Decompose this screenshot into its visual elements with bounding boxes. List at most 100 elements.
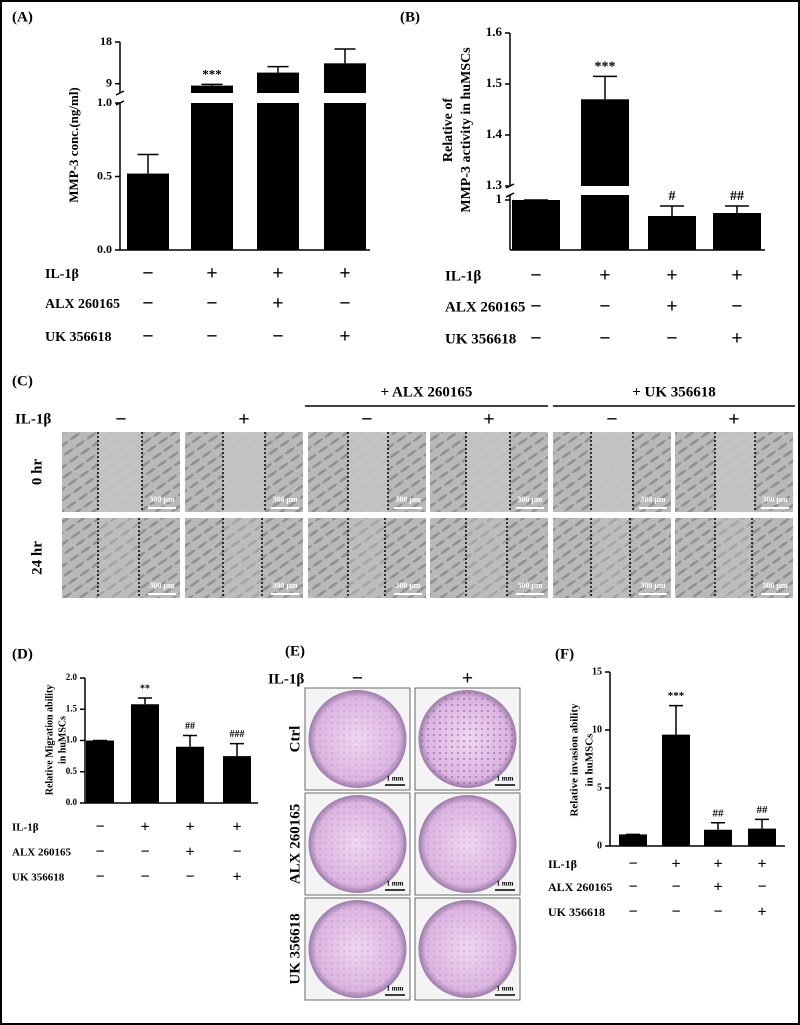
- transwell-image: 1 mm: [304, 792, 411, 896]
- condition-sign: +: [185, 819, 194, 836]
- y-tick-label: 2.0: [66, 672, 78, 682]
- y-tick-label: 1.0: [97, 95, 112, 109]
- bar: [191, 103, 233, 250]
- scale-bar-label: 300 μm: [762, 581, 788, 590]
- y-tick-label: 1.0: [66, 735, 78, 745]
- y-tick-label: 0.0: [66, 797, 78, 807]
- y-tick-label: 0: [597, 840, 602, 851]
- condition-sign: +: [140, 819, 149, 836]
- bar: [223, 756, 251, 803]
- condition-sign: +: [272, 263, 283, 285]
- error-bar: [755, 818, 769, 829]
- transwell-image: 1 mm: [414, 897, 521, 1001]
- condition-sign: −: [530, 328, 541, 350]
- condition-sign: −: [606, 409, 617, 431]
- condition-label: IL-1β: [45, 267, 79, 282]
- y-axis-label: in huMSCs: [57, 716, 68, 764]
- condition-sign: −: [95, 819, 104, 836]
- condition-label: ALX 260165: [445, 299, 525, 315]
- condition-sign: −: [628, 856, 637, 873]
- condition-label: IL-1β: [268, 671, 304, 687]
- scale-bar-label: 300 μm: [395, 581, 421, 590]
- condition-sign: −: [731, 296, 742, 318]
- error-bar: [267, 65, 289, 73]
- y-tick-label: 1.5: [66, 703, 78, 713]
- bar: [662, 734, 690, 846]
- transwell-image: 1 mm: [414, 792, 521, 896]
- error-bar: [660, 205, 684, 216]
- bar: [581, 99, 629, 186]
- bar: [619, 834, 647, 846]
- condition-label: ALX 260165: [45, 297, 120, 312]
- scratch-gap: [348, 518, 385, 598]
- condition-sign: −: [599, 328, 610, 350]
- bar: [748, 828, 776, 846]
- scale-bar-label: 300 μm: [762, 495, 788, 504]
- condition-sign: −: [140, 869, 149, 886]
- image-background: [308, 518, 426, 598]
- scale-bar-label: 300 μm: [517, 581, 543, 590]
- significance-label: ***: [202, 66, 222, 81]
- condition-sign: +: [731, 265, 742, 287]
- scratch-gap: [98, 432, 142, 512]
- scale-bar-label: 300 μm: [149, 581, 175, 590]
- condition-sign: −: [272, 326, 283, 348]
- condition-sign: +: [599, 265, 610, 287]
- condition-sign: −: [142, 326, 153, 348]
- condition-sign: −: [140, 844, 149, 861]
- scratch-gap: [98, 518, 139, 598]
- condition-label: IL-1β: [548, 857, 577, 871]
- image-background: [553, 518, 671, 598]
- scratch-gap: [348, 432, 388, 512]
- scratch-image: 300 μm: [62, 432, 180, 512]
- significance-label: ###: [230, 729, 245, 740]
- condition-label: UK 356618: [445, 331, 516, 347]
- scale-bar-label: 300 μm: [640, 581, 666, 590]
- condition-sign: +: [666, 296, 677, 318]
- transwell-image: 1 mm: [414, 687, 521, 791]
- y-axis-label: Relative invasion ability: [569, 703, 581, 817]
- y-axis-label: MMP-3 conc.(ng/ml): [66, 87, 81, 203]
- image-background: [185, 518, 303, 598]
- stained-cells: [310, 902, 405, 996]
- axis-break: [505, 192, 515, 198]
- y-tick-label: 1: [496, 191, 503, 206]
- condition-sign: −: [599, 296, 610, 318]
- condition-sign: +: [757, 856, 766, 873]
- error-bar: [183, 734, 197, 747]
- y-tick-label: 0.5: [66, 766, 78, 776]
- scale-bar-label: 1 mm: [497, 880, 514, 888]
- condition-sign: −: [530, 296, 541, 318]
- panel-label: (E): [285, 643, 305, 659]
- condition-sign: +: [339, 263, 350, 285]
- row-label: ALX 260165: [287, 804, 303, 884]
- y-axis-label: MMP-3 activity in huMSCs: [459, 47, 474, 213]
- group-header: + ALX 260165: [381, 384, 473, 400]
- y-tick-label: 0.5: [97, 168, 112, 182]
- panel-label: (B): [400, 9, 420, 25]
- row-label: UK 356618: [287, 913, 303, 984]
- condition-sign: −: [115, 409, 126, 431]
- condition-sign: +: [462, 668, 473, 690]
- condition-sign: −: [142, 263, 153, 285]
- condition-sign: −: [666, 328, 677, 350]
- bar: [324, 63, 366, 93]
- scratch-image: 300 μm: [62, 518, 180, 598]
- condition-sign: +: [728, 409, 739, 431]
- error-bar: [230, 742, 244, 757]
- y-axis-label: Relative Migration ability: [44, 685, 55, 796]
- condition-sign: −: [757, 879, 766, 896]
- significance-label: **: [140, 683, 150, 694]
- condition-sign: +: [757, 904, 766, 921]
- scratch-gap: [466, 432, 510, 512]
- scratch-gap: [466, 518, 507, 598]
- condition-sign: +: [238, 409, 249, 431]
- scratch-image: 300 μm: [430, 432, 548, 512]
- significance-label: ***: [668, 690, 685, 702]
- scale-bar-label: 300 μm: [395, 495, 421, 504]
- y-tick-label: 10: [592, 724, 602, 735]
- condition-label: IL-1β: [12, 822, 39, 834]
- condition-sign: −: [530, 265, 541, 287]
- scratch-image: 300 μm: [308, 518, 426, 598]
